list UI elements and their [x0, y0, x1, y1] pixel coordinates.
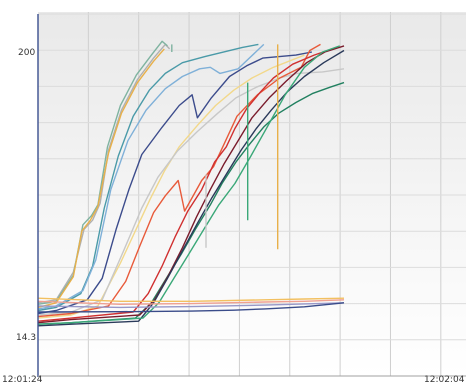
series-line-17 [37, 302, 345, 309]
series-line-4 [37, 43, 259, 312]
x-tick-label-right: 12:02:04 [424, 375, 465, 385]
series-line-15 [37, 297, 345, 302]
series-line-8 [37, 68, 345, 316]
series-line-9 [37, 43, 321, 318]
series-line-18 [37, 302, 345, 313]
y-tick-label-top: 200 [18, 48, 35, 58]
x-tick-label-left: 12:01:24 [2, 375, 43, 385]
grid [38, 12, 466, 376]
series-line-5 [37, 43, 265, 310]
series-group [37, 40, 345, 327]
series-line-14 [37, 45, 340, 325]
series-line-6 [37, 51, 313, 315]
series-line-16 [37, 299, 345, 305]
series-line-10 [37, 46, 337, 322]
series-line-2 [37, 40, 168, 305]
series-line-3 [37, 48, 165, 309]
y-tick-label-bottom: 14.3 [16, 333, 36, 343]
